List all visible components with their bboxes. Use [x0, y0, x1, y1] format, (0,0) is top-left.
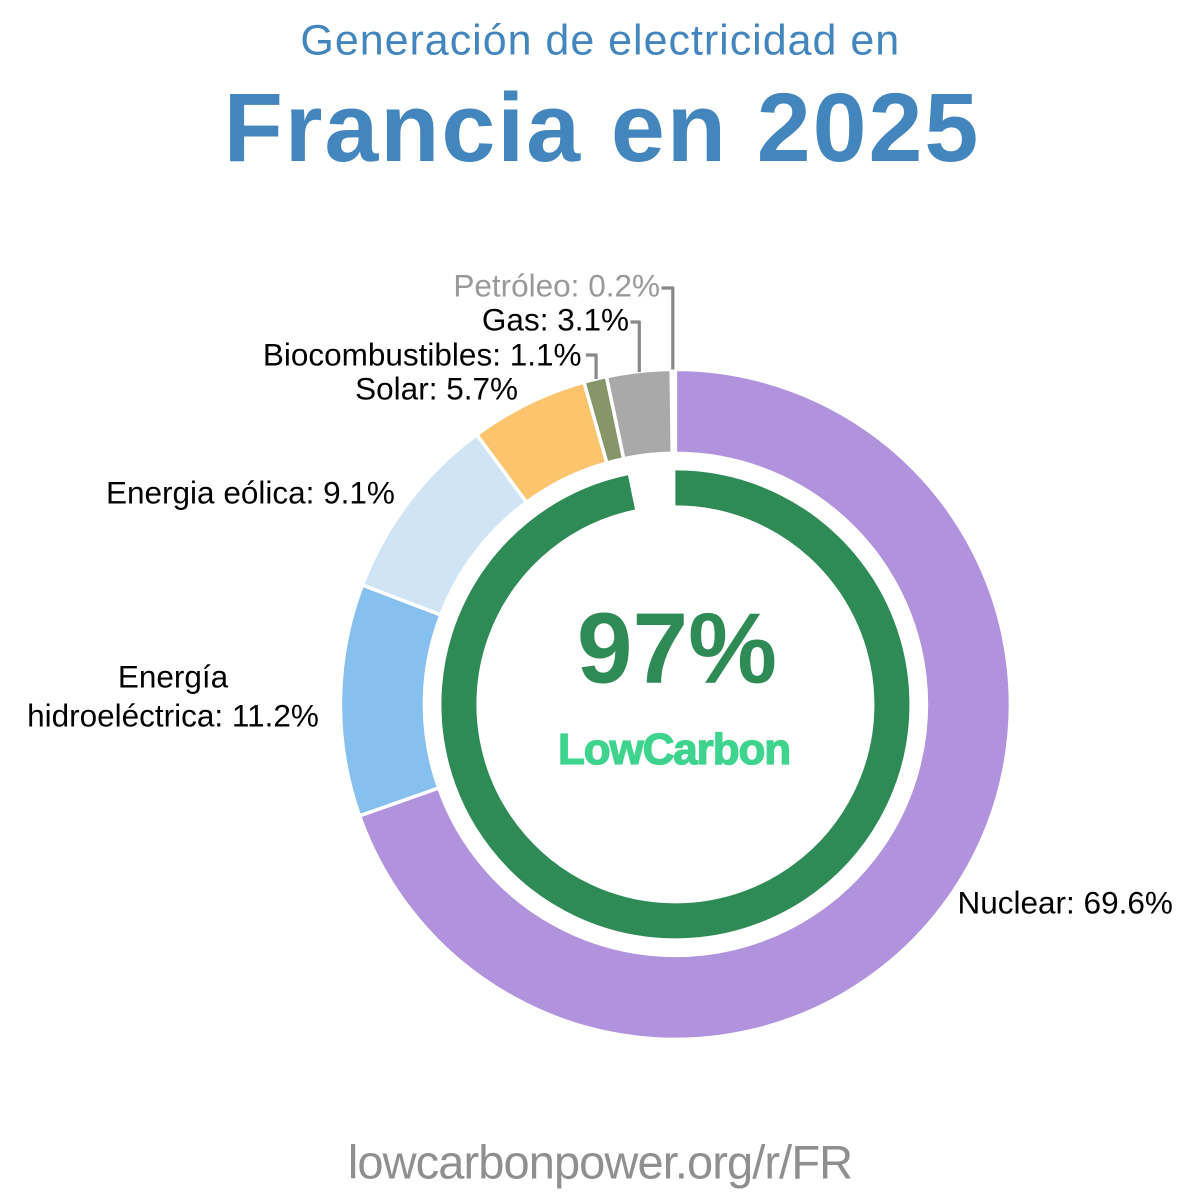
svg-text:LowCarbon: LowCarbon — [558, 725, 790, 774]
svg-text:lowcarbonpower.org/r/FR: lowcarbonpower.org/r/FR — [348, 1136, 852, 1189]
svg-text:Generación de electricidad en: Generación de electricidad en — [300, 17, 900, 65]
svg-text:Energia eólica: 9.1%: Energia eólica: 9.1% — [106, 475, 395, 511]
svg-text:hidroeléctrica: 11.2%: hidroeléctrica: 11.2% — [27, 698, 319, 734]
svg-text:97%: 97% — [577, 593, 777, 705]
svg-text:Gas: 3.1%: Gas: 3.1% — [482, 302, 629, 338]
svg-text:Nuclear: 69.6%: Nuclear: 69.6% — [958, 885, 1173, 921]
svg-text:Biocombustibles: 1.1%: Biocombustibles: 1.1% — [263, 337, 582, 373]
svg-text:Francia en 2025: Francia en 2025 — [224, 73, 981, 182]
svg-text:Energía: Energía — [118, 659, 229, 695]
svg-text:Solar: 5.7%: Solar: 5.7% — [355, 370, 518, 406]
svg-text:Petróleo: 0.2%: Petróleo: 0.2% — [453, 268, 660, 304]
